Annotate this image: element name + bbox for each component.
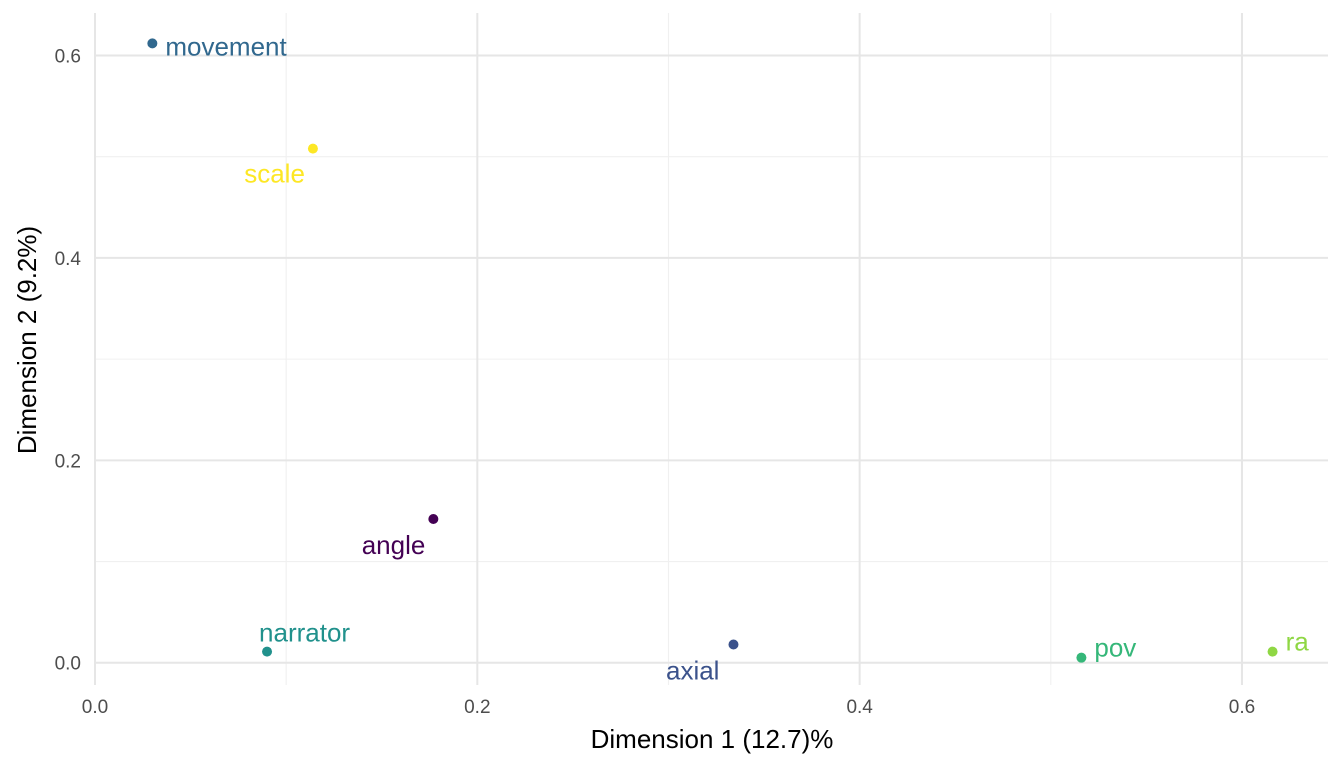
- point-label-scale: scale: [244, 159, 305, 189]
- x-tick-label: 0.4: [846, 697, 873, 718]
- x-tick-label: 0.6: [1229, 697, 1255, 718]
- minor-gridlines: [95, 13, 1328, 685]
- data-point-labels: movement scale angle narrator axial pov ra: [165, 31, 1309, 685]
- data-point-pov: [1076, 652, 1087, 663]
- x-tick-label: 0.0: [82, 697, 108, 718]
- major-gridlines: [94, 13, 1328, 685]
- data-point-narrator: [262, 646, 273, 657]
- point-label-angle: angle: [362, 530, 426, 560]
- x-tick-label: 0.2: [464, 697, 490, 718]
- point-label-axial: axial: [666, 656, 719, 686]
- x-axis-title: Dimension 1 (12.7)%: [591, 724, 834, 754]
- y-tick-label: 0.6: [55, 47, 81, 68]
- point-label-ra: ra: [1286, 627, 1310, 657]
- y-axis-title: Dimension 2 (9.2%): [12, 226, 42, 454]
- y-tick-label: 0.2: [55, 451, 81, 472]
- y-axis-tick-labels: 0.0 0.2 0.4 0.6: [55, 47, 82, 675]
- data-point-ra: [1267, 646, 1278, 657]
- point-label-movement: movement: [165, 31, 287, 61]
- data-point-angle: [428, 514, 439, 525]
- point-label-pov: pov: [1094, 633, 1136, 663]
- data-points: [147, 38, 1278, 663]
- x-axis-tick-labels: 0.0 0.2 0.4 0.6: [82, 697, 1255, 718]
- data-point-movement: [147, 38, 158, 49]
- data-point-axial: [728, 639, 739, 650]
- point-label-narrator: narrator: [259, 618, 350, 648]
- y-tick-label: 0.4: [55, 249, 82, 270]
- data-point-scale: [307, 143, 318, 154]
- y-tick-label: 0.0: [55, 654, 81, 675]
